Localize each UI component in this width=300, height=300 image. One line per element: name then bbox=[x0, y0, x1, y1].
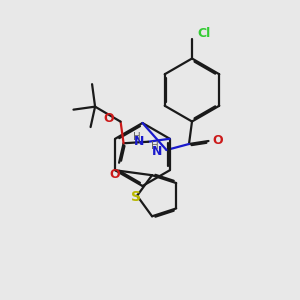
Text: H: H bbox=[133, 132, 141, 142]
Text: O: O bbox=[103, 112, 114, 124]
Text: O: O bbox=[213, 134, 223, 148]
Text: N: N bbox=[152, 145, 162, 158]
Text: O: O bbox=[109, 168, 120, 181]
Text: H: H bbox=[151, 141, 158, 152]
Text: N: N bbox=[134, 135, 144, 148]
Text: Cl: Cl bbox=[197, 27, 211, 40]
Text: S: S bbox=[130, 190, 141, 204]
